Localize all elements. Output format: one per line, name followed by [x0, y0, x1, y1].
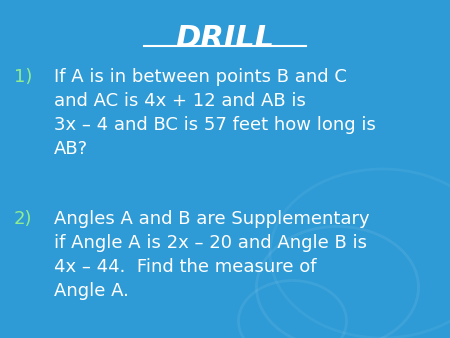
Text: If A is in between points B and C
and AC is 4x + 12 and AB is
3x – 4 and BC is 5: If A is in between points B and C and AC…: [54, 68, 376, 159]
Text: 2): 2): [14, 210, 32, 227]
Text: Angles A and B are Supplementary
if Angle A is 2x – 20 and Angle B is
4x – 44.  : Angles A and B are Supplementary if Angl…: [54, 210, 369, 300]
Text: 1): 1): [14, 68, 32, 86]
Text: DRILL: DRILL: [176, 24, 274, 53]
